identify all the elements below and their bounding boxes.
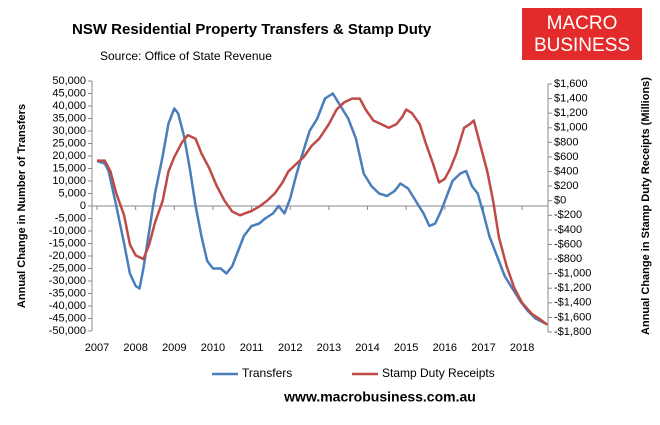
y-tick-label: -45,000 <box>49 312 86 324</box>
y-tick-label: -15,000 <box>49 237 86 249</box>
x-tick-label: 2009 <box>162 342 186 354</box>
series-line <box>97 97 548 326</box>
y2-axis-label: Annual Change in Stamp Duty Receipts (Mi… <box>640 77 652 335</box>
y2-tick-label: -$600 <box>554 238 582 250</box>
x-tick-label: 2015 <box>394 342 418 354</box>
y-tick-label: -50,000 <box>49 325 86 337</box>
y-tick-label: 40,000 <box>52 100 86 112</box>
y-tick-label: -40,000 <box>49 300 86 312</box>
y-axis-label: Annual Change in Number of Transfers <box>16 104 28 308</box>
x-tick-label: 2012 <box>278 342 302 354</box>
y-tick-label: 0 <box>80 200 86 212</box>
logo-box <box>522 8 642 60</box>
y-tick-label: 15,000 <box>52 162 86 174</box>
x-tick-label: 2013 <box>317 342 341 354</box>
y-tick-label: -10,000 <box>49 225 86 237</box>
x-tick-label: 2017 <box>471 342 495 354</box>
y-tick-label: 30,000 <box>52 125 86 137</box>
chart-subtitle: Source: Office of State Revenue <box>100 49 272 63</box>
y-tick-label: -25,000 <box>49 262 86 274</box>
y-tick-label: 35,000 <box>52 112 86 124</box>
y-tick-label: -35,000 <box>49 287 86 299</box>
y2-tick-label: -$1,400 <box>554 297 591 309</box>
legend-label: Stamp Duty Receipts <box>382 366 495 380</box>
y2-tick-label: $0 <box>554 195 566 207</box>
x-tick-label: 2010 <box>201 342 225 354</box>
y2-tick-label: -$200 <box>554 209 582 221</box>
y-tick-label: -30,000 <box>49 275 86 287</box>
y2-tick-label: $1,600 <box>554 78 588 90</box>
y2-tick-label: -$1,200 <box>554 282 591 294</box>
x-tick-label: 2014 <box>355 342 379 354</box>
y2-tick-label: -$1,600 <box>554 311 591 323</box>
x-tick-label: 2011 <box>240 342 264 354</box>
y2-tick-label: -$1,000 <box>554 268 591 280</box>
y2-tick-label: $200 <box>554 180 578 192</box>
x-tick-label: 2007 <box>85 342 109 354</box>
logo-text: BUSINESS <box>534 35 630 56</box>
x-tick-label: 2008 <box>123 342 147 354</box>
y2-tick-label: -$800 <box>554 253 582 265</box>
legend-label: Transfers <box>242 366 292 380</box>
y2-tick-label: $400 <box>554 165 578 177</box>
series-line <box>96 92 546 325</box>
y-tick-label: -20,000 <box>49 250 86 262</box>
y2-tick-label: $1,400 <box>554 92 588 104</box>
y2-tick-label: $1,200 <box>554 107 588 119</box>
y-tick-label: -5,000 <box>55 212 86 224</box>
y-tick-label: 20,000 <box>52 150 86 162</box>
x-tick-label: 2018 <box>510 342 534 354</box>
y2-tick-label: -$400 <box>554 224 582 236</box>
y-tick-label: 50,000 <box>52 75 86 87</box>
y2-tick-label: $800 <box>554 136 578 148</box>
y-tick-label: 25,000 <box>52 137 86 149</box>
y-tick-label: 10,000 <box>52 175 86 187</box>
logo-text: MACRO <box>547 13 618 34</box>
y2-tick-label: $1,000 <box>554 122 588 134</box>
y2-tick-label: -$1,800 <box>554 326 591 338</box>
chart-title: NSW Residential Property Transfers & Sta… <box>72 21 432 38</box>
y-tick-label: 45,000 <box>52 87 86 99</box>
y2-tick-label: $600 <box>554 151 578 163</box>
x-tick-label: 2016 <box>433 342 457 354</box>
y-tick-label: 5,000 <box>58 187 86 199</box>
footer-url: www.macrobusiness.com.au <box>283 389 476 405</box>
